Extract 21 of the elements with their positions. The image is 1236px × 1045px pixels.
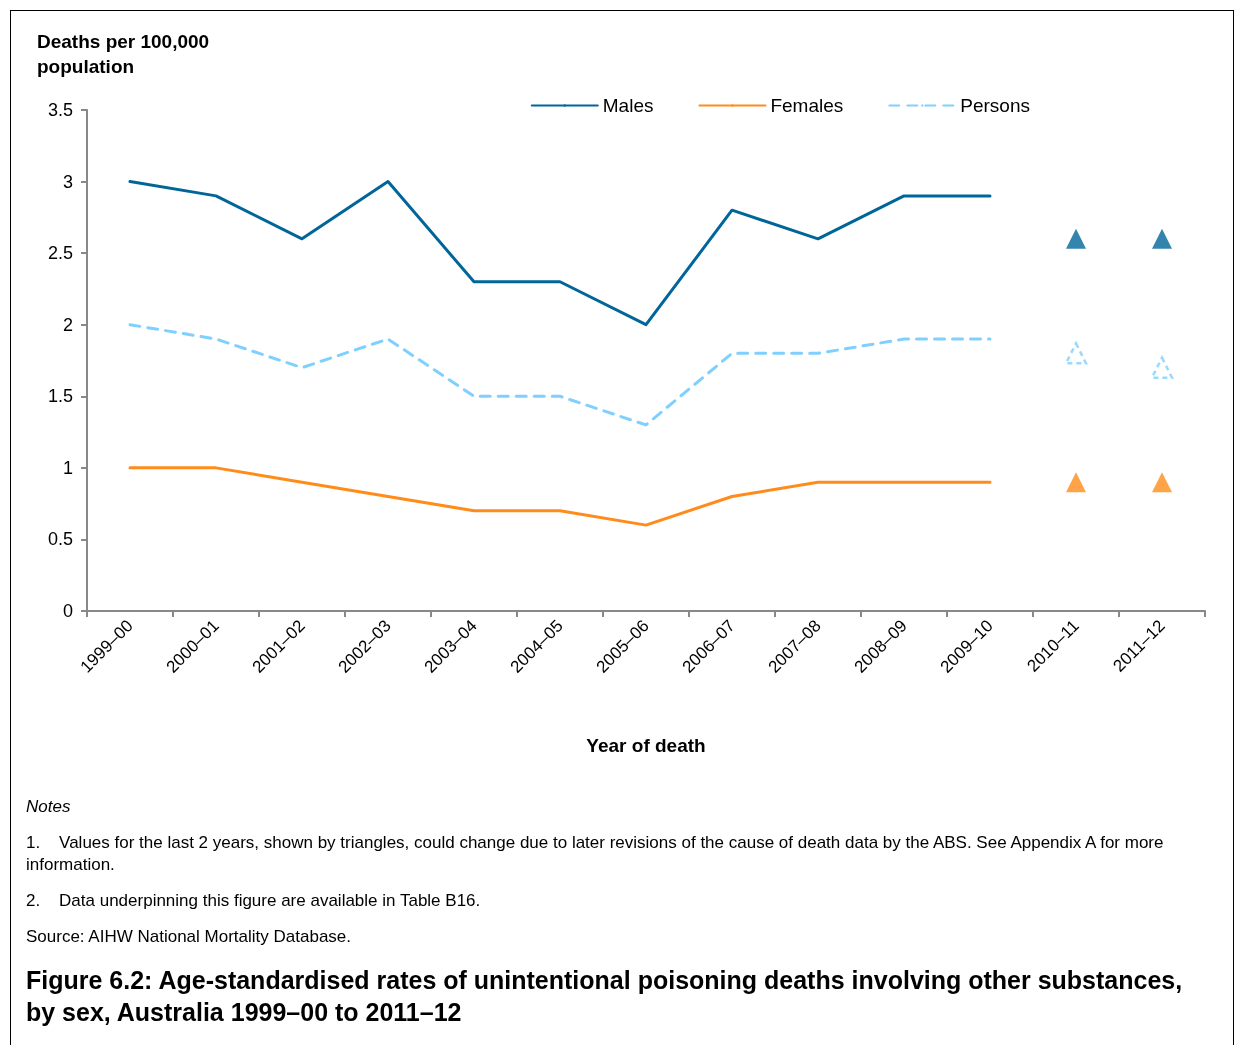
y-tick-label: 1.5	[47, 386, 73, 407]
legend-label: Females	[770, 95, 844, 116]
text: 1. Values for the last 2 years, shown by triangles, could change due to later revisions of the cause of death data by the ABS. See Appendix A for more information.	[26, 832, 1165, 876]
line-series	[128, 466, 992, 527]
text: Figure 6.2: Age-standardised rates of unintentional poisoning deaths involving other substances, by sex, Australia 1999–00 to 2011–12	[26, 965, 1184, 1028]
y-tick-label: 1	[62, 457, 73, 478]
line-series	[128, 180, 992, 327]
y-axis-title: Deaths per 100,000 population	[37, 31, 215, 77]
y-tick-label: 3.5	[47, 100, 73, 120]
text: 2. Data underpinning this figure are available in Table B16.	[26, 890, 482, 912]
legend-label: Males	[602, 95, 654, 116]
source-note: Source: AIHW National Mortality Database.	[26, 926, 353, 948]
x-axis-title: Year of death	[586, 735, 706, 756]
legend-label: Persons	[960, 95, 1030, 116]
y-tick-label: 0.5	[47, 529, 73, 550]
line-series	[128, 323, 992, 427]
y-tick-label: 0	[62, 601, 73, 621]
y-tick-label: 3	[62, 171, 73, 192]
text: Notes	[26, 796, 72, 818]
y-tick-label: 2.5	[47, 243, 73, 264]
y-tick-label: 2	[62, 314, 73, 335]
